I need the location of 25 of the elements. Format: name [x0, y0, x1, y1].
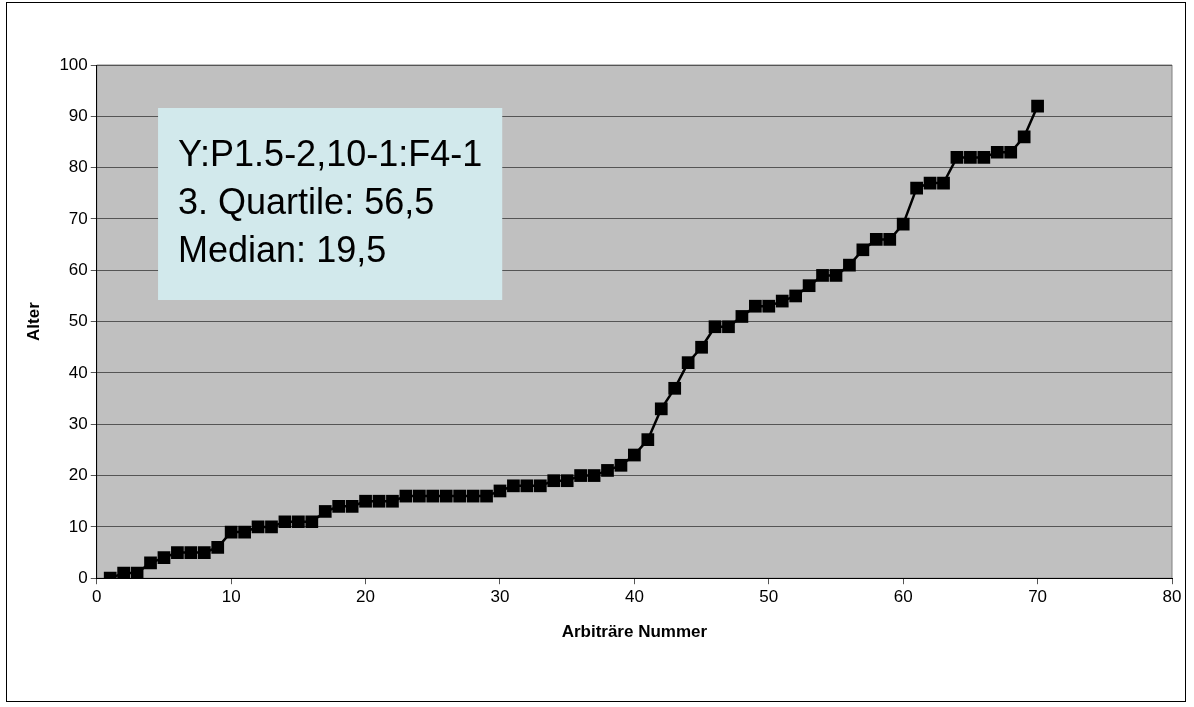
- y-tick-label: 60: [68, 259, 88, 279]
- annotation: Y:P1.5-2,10-1:F4-1: [178, 133, 483, 175]
- y-tick-label: 100: [59, 54, 88, 74]
- y-axis-title: Alter: [23, 301, 43, 341]
- x-tick-label: 80: [1162, 587, 1182, 607]
- y-tick-label: 30: [68, 413, 88, 433]
- x-tick-label: 40: [624, 587, 644, 607]
- y-tick-label: 20: [68, 465, 88, 485]
- y-tick-label: 70: [68, 208, 88, 228]
- annotation: Median: 19,5: [178, 229, 387, 271]
- x-tick-label: 20: [356, 587, 376, 607]
- x-tick-label: 0: [92, 587, 102, 607]
- y-tick-label: 50: [68, 311, 88, 331]
- y-tick-label: 80: [68, 157, 88, 177]
- y-tick-label: 0: [78, 567, 88, 587]
- y-tick-label: 40: [68, 362, 88, 382]
- x-tick-label: 30: [490, 587, 510, 607]
- x-tick-label: 70: [1028, 587, 1048, 607]
- y-tick-label: 90: [68, 106, 88, 126]
- x-axis-title: Arbiträre Nummer: [561, 622, 708, 642]
- x-tick-label: 10: [221, 587, 241, 607]
- x-tick-label: 60: [893, 587, 913, 607]
- y-tick-label: 10: [68, 516, 88, 536]
- annotation: 3. Quartile: 56,5: [178, 181, 435, 223]
- x-tick-label: 50: [759, 587, 779, 607]
